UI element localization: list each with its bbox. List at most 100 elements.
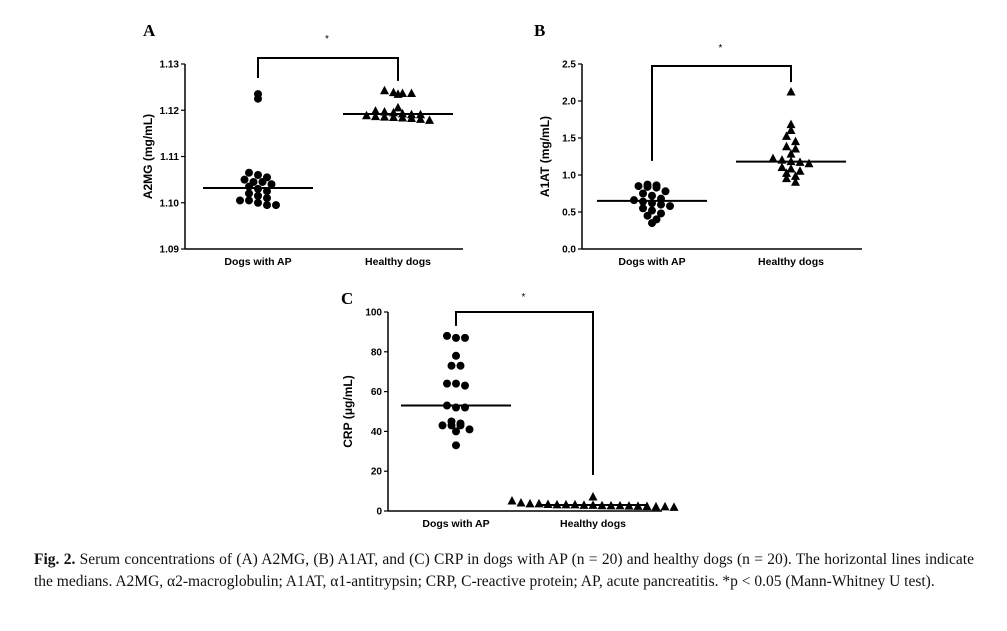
data-point-circle [245,168,253,177]
significance-bracket [257,57,399,81]
data-point-circle [240,175,249,184]
data-point-triangle [393,89,403,98]
significance-star: * [719,43,723,54]
data-point-triangle [669,502,679,511]
data-point-triangle [371,106,380,115]
panel-letter: B [534,21,545,40]
data-point-triangle [398,113,407,122]
data-point-circle [452,333,460,342]
y-tick-label: 1.0 [562,171,576,182]
data-point-circle [254,171,262,179]
data-point-circle [639,204,647,213]
data-point-circle [263,187,271,196]
data-point-triangle [782,173,791,183]
y-tick-label: 1.5 [562,134,576,145]
data-point-circle [272,201,280,210]
caption-fig-label: Fig. 2. [34,551,76,568]
data-point-circle [254,198,262,207]
figure-caption: Fig. 2. Serum concentrations of (A) A2MG… [34,549,974,593]
data-point-triangle [407,113,416,122]
data-point-circle [461,381,469,390]
data-point-circle [447,361,456,370]
y-tick-label: 1.10 [160,198,180,209]
data-point-circle [639,189,647,198]
data-point-triangle [407,88,416,97]
data-point-circle [666,202,674,211]
data-point-circle [652,183,661,192]
data-point-triangle [782,168,791,177]
data-point-circle [438,421,447,430]
x-category-label: Dogs with AP [422,518,489,530]
y-tick-label: 100 [365,308,382,319]
y-tick-label: 1.13 [160,60,180,71]
data-point-triangle [416,114,425,123]
data-point-triangle [786,125,796,134]
significance-bracket [651,65,792,161]
data-point-circle [258,177,267,186]
data-point-circle [643,211,652,220]
data-point-circle [263,194,271,203]
data-point-circle [254,94,262,103]
y-tick-label: 1.09 [160,245,180,256]
data-point-circle [263,201,271,210]
y-tick-label: 80 [371,347,383,358]
y-tick-label: 2.5 [562,60,576,71]
x-category-label: Healthy dogs [365,256,431,268]
y-axis-title: A2MG (mg/mL) [141,114,155,199]
y-tick-label: 60 [371,387,383,398]
data-point-triangle [786,119,796,129]
data-point-triangle [425,115,434,124]
data-point-circle [452,351,460,360]
data-point-triangle [768,153,778,163]
data-point-triangle [660,501,670,511]
y-tick-label: 0.5 [562,208,576,219]
data-point-circle [657,209,665,218]
data-point-triangle [543,499,553,509]
data-point-circle [443,331,451,340]
data-point-circle [447,421,456,430]
data-point-triangle [380,85,389,95]
figure-canvas: A 1.09 1.10 1.11 1.12 1.13 A2MG (mg/mL) Dogs wi… [141,21,862,530]
data-point-circle [657,200,665,209]
y-axis-title: CRP (μg/mL) [341,375,355,447]
data-point-circle [661,187,670,196]
data-point-circle [648,206,656,215]
y-axis-title: A1AT (mg/mL) [538,116,552,197]
x-category-label: Dogs with AP [618,256,685,268]
data-point-triangle [371,111,380,121]
data-point-triangle [507,495,517,505]
data-point-circle [443,379,451,388]
data-point-triangle [389,112,398,122]
data-point-triangle [525,498,535,508]
y-tick-label: 40 [371,427,383,438]
x-category-label: Healthy dogs [560,518,626,530]
data-point-triangle [588,491,598,501]
data-point-circle [452,427,460,436]
data-point-circle [648,191,656,200]
data-point-circle [254,191,262,200]
significance-bracket [455,311,594,476]
data-point-circle [643,182,652,191]
data-point-circle [245,189,253,198]
data-point-circle [452,379,460,388]
y-tick-label: 0 [376,507,382,518]
panel-b: B 0.0 0.5 1.0 1.5 2.0 2.5 A1AT (mg/mL) Dogs with… [534,21,862,268]
x-category-label: Dogs with AP [224,256,291,268]
data-point-triangle [380,112,389,121]
data-point-triangle [516,497,526,507]
y-tick-label: 20 [371,467,383,478]
data-point-circle [267,180,276,189]
panel-a: A 1.09 1.10 1.11 1.12 1.13 A2MG (mg/mL) Dogs wi… [141,21,463,268]
panel-letter: A [143,21,156,40]
data-point-triangle [786,87,796,96]
data-point-triangle [795,166,805,175]
panel-c: C 0 20 40 60 80 100 CRP (μg/mL) Dogs with AP Heal… [341,289,679,530]
y-tick-label: 1.11 [160,152,179,163]
data-point-circle [465,425,474,434]
y-tick-label: 0.0 [562,245,576,256]
caption-text: Serum concentrations of (A) A2MG, (B) A1… [34,551,974,590]
data-point-circle [245,182,253,191]
data-point-circle [456,421,465,430]
data-point-triangle [786,163,796,173]
data-point-circle [634,182,643,191]
